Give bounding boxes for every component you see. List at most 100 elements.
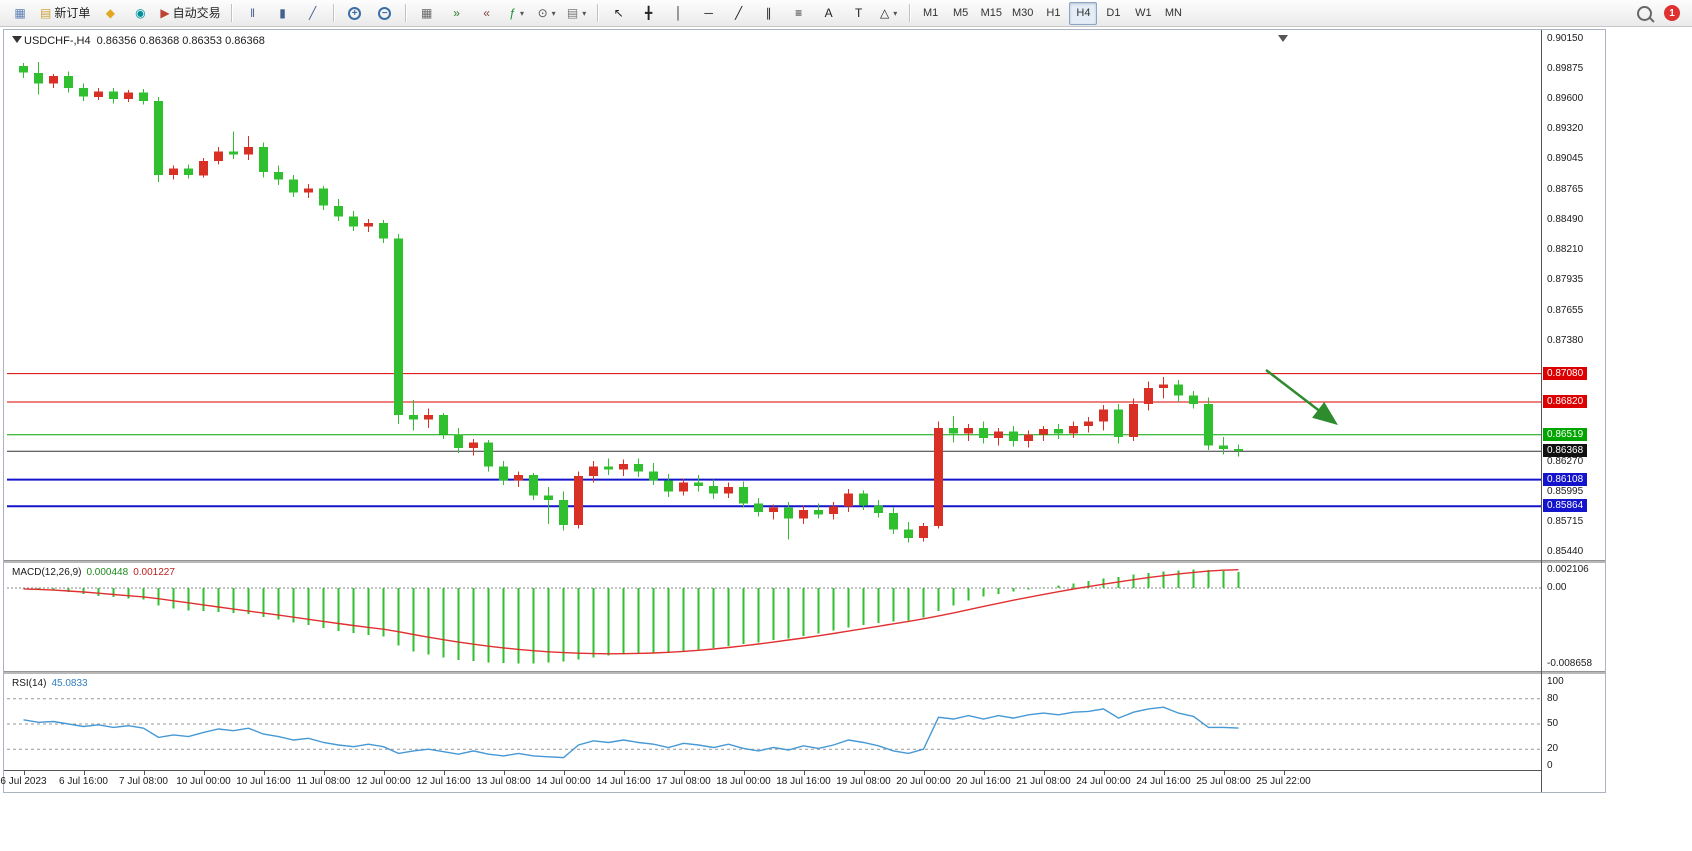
text-icon: A	[824, 6, 833, 20]
templates-button[interactable]: ▤ ▾	[563, 2, 591, 25]
timeframe-m1-button[interactable]: M1	[917, 2, 945, 25]
globe-icon: ◉	[135, 6, 146, 20]
indicators-function-icon: ƒ	[509, 6, 516, 20]
timeframe-h4-button-label: H4	[1076, 6, 1091, 19]
timeframe-mn-button[interactable]: MN	[1159, 2, 1187, 25]
tile-windows-button[interactable]: ▦	[413, 2, 441, 25]
zoom-in-button[interactable]: +	[341, 2, 369, 25]
pane-separator[interactable]	[4, 671, 1605, 674]
toolbar-separator	[596, 4, 599, 22]
crosshair-icon: ╋	[644, 6, 653, 20]
price-tick-label: 0.86270	[1547, 456, 1584, 467]
time-tick	[323, 771, 325, 775]
fibonacci-button[interactable]: ≡	[785, 2, 813, 25]
bar-chart-button[interactable]: ‖	[239, 2, 267, 25]
toolbar-separator	[332, 4, 335, 22]
rsi-axis-label: 20	[1547, 743, 1559, 754]
toolbar-separator	[230, 4, 233, 22]
macd-pane-canvas[interactable]	[7, 563, 1541, 671]
chart-shift-marker-icon[interactable]	[1278, 35, 1288, 42]
price-tick-label: 0.88210	[1547, 244, 1584, 255]
chart-title: USDCHF-,H4 0.86356 0.86368 0.86353 0.8636…	[24, 35, 271, 47]
macd-axis-label: 0.002106	[1547, 564, 1589, 575]
price-level-badge: 0.85864	[1543, 499, 1588, 512]
time-tick	[923, 771, 925, 775]
time-tick-label: 25 Jul 08:00	[1196, 776, 1251, 787]
trendline-button[interactable]: ╱	[725, 2, 753, 25]
time-tick-label: 12 Jul 16:00	[416, 776, 471, 787]
zoom-out-button[interactable]: −	[371, 2, 399, 25]
crosshair-button[interactable]: ╋	[635, 2, 663, 25]
auto-scroll-icon: »	[453, 6, 460, 20]
channel-button[interactable]: ∥	[755, 2, 783, 25]
trend-arrow-annotation[interactable]	[1265, 369, 1338, 426]
horizontal-line-button[interactable]: ─	[695, 2, 723, 25]
time-tick	[863, 771, 865, 775]
new-order-button[interactable]: ▤ 新订单	[36, 2, 94, 25]
main-toolbar: ▦ ▤ 新订单 ◆ ◉ ▶ 自动交易 ‖ ▮ ╱ + − ▦» «ƒ ▾ ⊙ ▾ ▤ ▾ ↖ ╋ │ ─ ╱ ∥ ≡ A T △ ▾ M1 M…	[0, 0, 1692, 27]
time-tick	[1163, 771, 1165, 775]
zoom-in-icon: +	[348, 6, 362, 20]
shapes-button[interactable]: △ ▾	[875, 2, 903, 25]
chart-shift-button[interactable]: «	[473, 2, 501, 25]
vertical-line-button[interactable]: │	[665, 2, 693, 25]
time-tick	[203, 771, 205, 775]
price-chart-canvas[interactable]	[7, 32, 1541, 560]
timeframe-m1-button-label: M1	[922, 6, 939, 19]
rsi-axis-label: 100	[1547, 676, 1564, 687]
one-click-trading-toggle-icon[interactable]	[12, 36, 22, 43]
periods-button[interactable]: ⊙ ▾	[533, 2, 561, 25]
price-tick-label: 0.87380	[1547, 335, 1584, 346]
timeframe-d1-button-label: D1	[1106, 6, 1121, 19]
horizontal-line-icon: ─	[704, 6, 713, 20]
pane-separator[interactable]	[4, 560, 1605, 563]
timeframe-h4-button[interactable]: H4	[1069, 1, 1098, 25]
rsi-axis-label: 50	[1547, 718, 1559, 729]
time-tick	[23, 771, 25, 775]
vertical-line-icon: │	[674, 6, 683, 20]
timeframe-m5-button[interactable]: M5	[947, 2, 975, 25]
rsi-pane-canvas[interactable]	[7, 674, 1541, 770]
toolbar-right-group: 1	[1637, 5, 1686, 21]
rsi-title: RSI(14)	[12, 678, 47, 689]
metaeditor-button[interactable]: ◆	[96, 2, 124, 25]
search-icon[interactable]	[1637, 5, 1652, 21]
candlestick-chart-button[interactable]: ▮	[269, 2, 297, 25]
macd-title: MACD(12,26,9)	[12, 567, 82, 578]
price-tick-label: 0.88765	[1547, 184, 1584, 195]
macd-indicator-label: MACD(12,26,9) 0.000448 0.001227	[12, 567, 180, 578]
candles-layer	[19, 61, 1243, 543]
chart-symbol-period: USDCHF-,H4	[24, 35, 91, 47]
time-axis[interactable]: 6 Jul 2023 6 Jul 16:00 7 Jul 08:00 10 Jul 0…	[0, 770, 1541, 792]
indicators-button[interactable]: ƒ ▾	[503, 2, 531, 25]
time-tick-label: 18 Jul 00:00	[716, 776, 771, 787]
timeframe-mn-button-label: MN	[1164, 6, 1182, 19]
new-chart-button[interactable]: ▦	[6, 2, 34, 25]
price-axis[interactable]: 0.90150 0.89875 0.89600 0.89320 0.89045 0.887…	[1541, 30, 1604, 792]
new-order-document-icon: ▤	[40, 6, 52, 20]
time-tick	[983, 771, 985, 775]
price-tick-label: 0.89045	[1547, 153, 1584, 164]
time-tick	[263, 771, 265, 775]
fibonacci-lines-icon: ≡	[795, 6, 803, 20]
time-tick-label: 14 Jul 16:00	[596, 776, 651, 787]
time-tick-label: 14 Jul 00:00	[536, 776, 591, 787]
timeframe-w1-button[interactable]: W1	[1129, 2, 1157, 25]
auto-trading-button[interactable]: ▶ 自动交易	[156, 2, 224, 25]
price-tick-label: 0.85715	[1547, 516, 1584, 527]
mql5-community-button[interactable]: ◉	[126, 2, 154, 25]
timeframe-d1-button[interactable]: D1	[1099, 2, 1127, 25]
chart-window: USDCHF-,H4 0.86356 0.86368 0.86353 0.8636…	[0, 29, 1606, 793]
cursor-button[interactable]: ↖	[605, 2, 633, 25]
text-button[interactable]: A	[815, 2, 843, 25]
label-button[interactable]: T	[845, 2, 873, 25]
notifications-badge[interactable]: 1	[1664, 5, 1680, 21]
timeframe-h1-button[interactable]: H1	[1039, 2, 1067, 25]
price-tick-label: 0.89600	[1547, 93, 1584, 104]
line-chart-button[interactable]: ╱	[299, 2, 327, 25]
timeframe-m30-button[interactable]: M30	[1008, 2, 1037, 25]
macd-axis-label: -0.008658	[1547, 658, 1593, 669]
auto-scroll-button[interactable]: »	[443, 2, 471, 25]
price-tick-label: 0.90150	[1547, 33, 1584, 44]
timeframe-m15-button[interactable]: M15	[977, 2, 1006, 25]
